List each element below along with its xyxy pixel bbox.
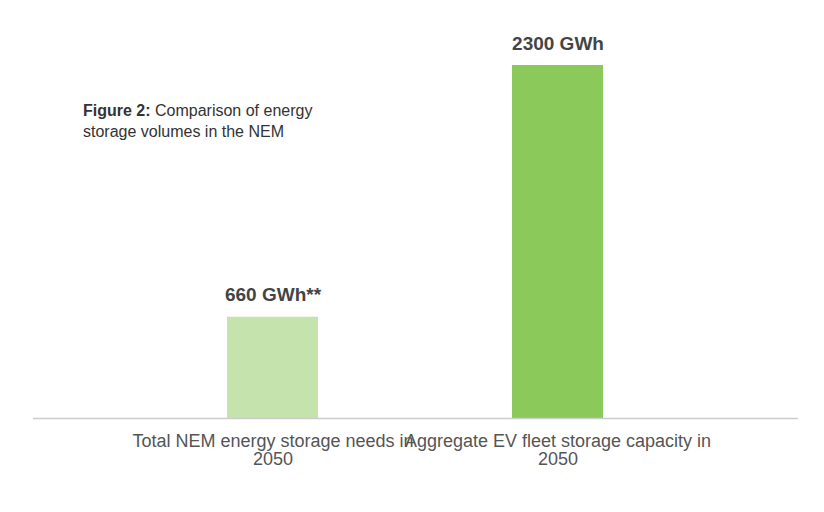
svg-text:Aggregate EV fleet storage cap: Aggregate EV fleet storage capacity in20… — [405, 431, 711, 469]
svg-text:Total NEM energy storage needs: Total NEM energy storage needs in2050 — [132, 431, 413, 469]
html-text:Figure 2: Comparison of energy: Figure 2: Comparison of energy storage v… — [83, 102, 313, 140]
svg-text:660 GWh**: 660 GWh** — [225, 284, 322, 305]
svg-text:2300 GWh: 2300 GWh — [512, 33, 604, 54]
